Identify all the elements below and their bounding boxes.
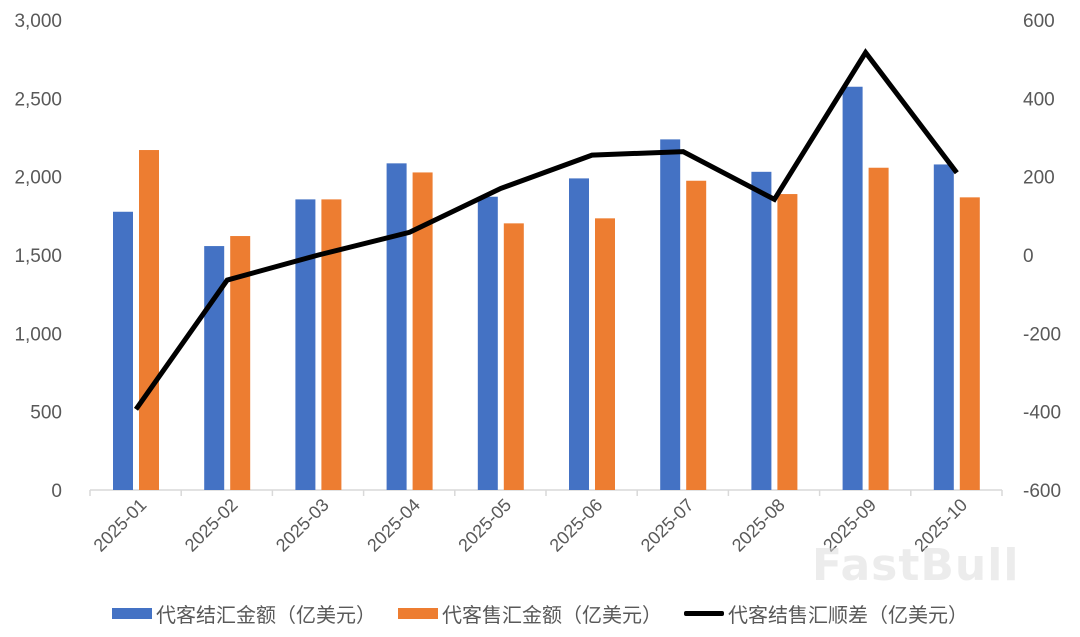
- left-axis-tick-label: 1,500: [14, 246, 62, 267]
- bar-series: [113, 86, 980, 491]
- bar-settlement: [569, 178, 589, 490]
- bar-sales: [959, 197, 980, 490]
- bar-sales: [139, 150, 159, 491]
- bar-sales: [777, 194, 798, 490]
- left-axis-tick-label: 3,000: [14, 11, 62, 32]
- legend-label: 代客售汇金额（亿美元）: [442, 602, 662, 627]
- bar-sales: [686, 180, 707, 491]
- legend-swatch-orange: [398, 607, 438, 619]
- x-axis-category-label: 2025-06: [546, 495, 607, 556]
- legend-swatch-line: [684, 610, 724, 616]
- right-axis-tick-label: 600: [1023, 11, 1055, 32]
- x-axis-category-label: 2025-07: [637, 495, 698, 556]
- bar-sales: [868, 167, 889, 490]
- bar-settlement: [751, 171, 772, 490]
- left-axis-tick-label: 500: [30, 403, 62, 424]
- left-axis-tick-label: 0: [51, 481, 62, 502]
- right-y-axis: 600 400 200 0 -200 -400 -600: [1023, 11, 1061, 502]
- bar-settlement: [477, 196, 498, 490]
- line-series: [133, 48, 959, 411]
- bar-settlement: [842, 86, 863, 491]
- legend-item-settlement: 代客结汇金额（亿美元）: [112, 599, 376, 628]
- right-axis-tick-label: -200: [1023, 324, 1061, 345]
- x-axis-category-label: 2025-02: [181, 495, 242, 556]
- bar-sales: [230, 236, 251, 490]
- legend-swatch-blue: [112, 607, 152, 619]
- x-axis-category-label: 2025-05: [454, 495, 515, 556]
- right-axis-tick-label: 400: [1023, 89, 1055, 110]
- chart-legend: 代客结汇金额（亿美元） 代客售汇金额（亿美元） 代客结售汇顺差（亿美元）: [0, 596, 1080, 630]
- bar-settlement: [933, 164, 954, 491]
- x-axis-category-label: 2025-01: [90, 495, 151, 556]
- left-axis-tick-label: 1,000: [14, 324, 62, 345]
- left-axis-tick-label: 2,000: [14, 168, 62, 189]
- bar-settlement: [386, 163, 407, 490]
- x-axis-category-label: 2025-03: [272, 495, 333, 556]
- x-axis-category-label: 2025-08: [728, 495, 789, 556]
- bar-sales: [321, 199, 342, 490]
- right-axis-tick-label: -400: [1023, 403, 1061, 424]
- left-axis-tick-label: 2,500: [14, 89, 62, 110]
- legend-item-surplus: 代客结售汇顺差（亿美元）: [684, 599, 968, 628]
- left-y-axis: 3,000 2,500 2,000 1,500 1,000 500 0: [14, 11, 62, 502]
- legend-label: 代客结汇金额（亿美元）: [156, 602, 376, 627]
- bar-sales: [595, 218, 615, 490]
- bar-sales: [503, 223, 524, 490]
- bar-settlement: [660, 139, 681, 490]
- legend-label: 代客结售汇顺差（亿美元）: [728, 602, 968, 627]
- right-axis-tick-label: 200: [1023, 168, 1055, 189]
- bar-settlement: [295, 199, 316, 490]
- right-axis-tick-label: -600: [1023, 481, 1061, 502]
- x-axis-category-label: 2025-04: [363, 495, 424, 556]
- bar-settlement: [113, 211, 133, 490]
- surplus-line: [133, 48, 959, 411]
- legend-item-sales: 代客售汇金额（亿美元）: [398, 599, 662, 628]
- watermark: FastBull: [812, 540, 1020, 591]
- right-axis-tick-label: 0: [1023, 246, 1034, 267]
- bar-settlement: [204, 246, 225, 490]
- bar-sales: [412, 172, 433, 491]
